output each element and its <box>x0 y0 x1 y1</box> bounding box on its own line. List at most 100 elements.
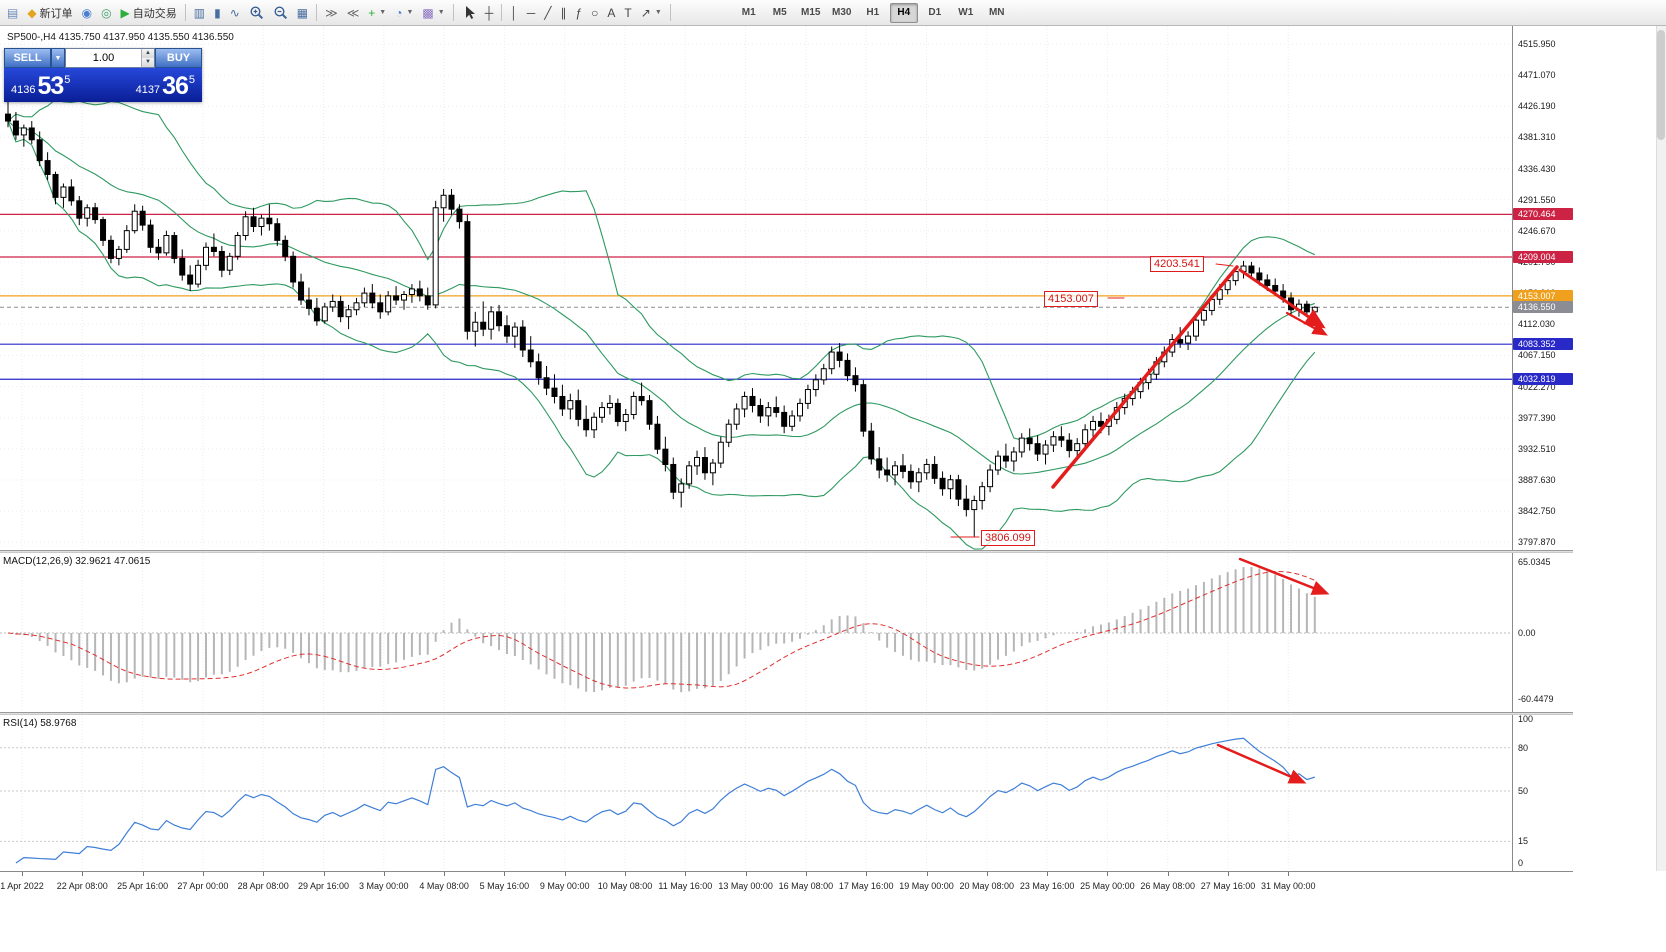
text-tool-icon[interactable]: A <box>607 5 616 20</box>
buy-price-main: 4137 <box>135 84 161 96</box>
time-label: 25 May 00:00 <box>1080 881 1135 891</box>
buy-price[interactable]: 4137 36 5 <box>136 74 195 99</box>
auto-scroll-icon[interactable]: ≫ <box>325 5 338 20</box>
timeframe-h4[interactable]: H4 <box>889 2 918 23</box>
bars-chart-icon[interactable]: ▥ <box>193 5 206 20</box>
tile-windows-icon[interactable]: ▦ <box>296 5 309 20</box>
price-tick: 4336.430 <box>1518 163 1556 174</box>
toolbar-separator <box>501 4 503 21</box>
horizontal-line-tool-icon[interactable]: ─ <box>526 5 536 20</box>
time-axis[interactable]: 1 Apr 2022 22 Apr 08:00 25 Apr 16:00 27 Apr… <box>0 871 1573 897</box>
panel-splitter[interactable] <box>0 550 1573 553</box>
annotation-price-label[interactable]: 3806.099 <box>981 530 1035 546</box>
vertical-scrollbar-thumb[interactable] <box>1657 30 1665 140</box>
price-chart-canvas[interactable] <box>0 26 1512 550</box>
indicators-add-button[interactable]: + ▼ <box>368 5 387 20</box>
macd-axis-label: 65.0345 <box>1518 557 1551 567</box>
time-label: 29 Apr 16:00 <box>297 881 350 891</box>
time-label: 16 May 08:00 <box>778 881 834 891</box>
fibonacci-tool-icon[interactable]: ƒ <box>575 5 583 20</box>
price-tick: 3977.390 <box>1518 412 1556 423</box>
periods-button[interactable]: ◔ ▼ <box>395 5 414 20</box>
rsi-panel: RSI(14) 58.9768 <box>0 715 1512 871</box>
time-label: 27 May 16:00 <box>1200 881 1256 891</box>
time-label: 4 May 08:00 <box>419 881 469 891</box>
time-label: 26 May 08:00 <box>1140 881 1195 891</box>
time-label: 31 May 00:00 <box>1261 881 1316 891</box>
one-click-trading-widget: SELL ▼ 1.00 ▲ ▼ BUY 4136 53 5 <box>4 48 202 102</box>
right-gutter <box>1574 26 1666 897</box>
price-tick: 4426.190 <box>1518 101 1556 112</box>
rsi-axis-label: 0 <box>1518 858 1524 868</box>
rsi-axis-label: 100 <box>1518 714 1534 724</box>
volume-down-button[interactable]: ▼ <box>142 58 154 67</box>
macd-canvas[interactable] <box>0 553 1512 712</box>
crosshair-tool-icon[interactable]: ┼ <box>484 5 494 20</box>
timeframe-mn[interactable]: MN <box>988 7 1005 18</box>
charts-profile-icon[interactable]: ▤ <box>7 5 19 20</box>
new-order-button[interactable]: ◆ 新订单 <box>27 5 73 20</box>
rsi-canvas[interactable] <box>0 715 1512 871</box>
time-label: 19 May 00:00 <box>899 881 954 891</box>
volume-field[interactable]: 1.00 ▲ ▼ <box>65 48 155 68</box>
sell-price[interactable]: 4136 53 5 <box>11 74 70 99</box>
volume-up-button[interactable]: ▲ <box>142 49 154 58</box>
templates-button[interactable]: ▩ ▼ <box>422 5 445 20</box>
vertical-scrollbar[interactable] <box>1656 26 1666 871</box>
time-label: 22 Apr 08:00 <box>56 881 108 891</box>
volume-value[interactable]: 1.00 <box>92 52 115 64</box>
price-tick: 4022.270 <box>1518 381 1556 392</box>
label-tool-icon[interactable]: T <box>624 5 632 20</box>
time-label: 3 May 00:00 <box>359 881 409 891</box>
timeframe-m1[interactable]: M1 <box>741 7 756 18</box>
zoom-out-icon[interactable] <box>269 3 292 23</box>
time-label: 20 May 08:00 <box>959 881 1015 891</box>
price-axis[interactable]: 4515.950 4471.070 4426.190 4381.310 4336.430… <box>1512 26 1573 871</box>
annotation-price-label[interactable]: 4203.541 <box>1150 256 1204 272</box>
timeframe-d1[interactable]: D1 <box>928 7 942 18</box>
price-tick: 3842.750 <box>1518 506 1556 517</box>
zoom-in-icon[interactable] <box>245 3 268 23</box>
vertical-line-tool-icon[interactable]: │ <box>510 5 518 20</box>
chart-shift-icon[interactable]: ≪ <box>346 5 360 20</box>
price-tick: 4471.070 <box>1518 70 1556 81</box>
cursor-tool-icon[interactable] <box>458 3 480 23</box>
sell-price-sup: 5 <box>64 74 71 86</box>
price-display: 4136 53 5 4137 36 5 <box>4 68 202 102</box>
price-level-badge: 4032.819 <box>1513 373 1573 386</box>
timeframe-m5[interactable]: M5 <box>772 7 787 18</box>
channel-tool-icon[interactable]: ∥ <box>560 5 567 20</box>
sell-dropdown-caret[interactable]: ▼ <box>51 48 65 68</box>
symbol-info: SP500-,H4 4135.750 4137.950 4135.550 413… <box>7 32 234 43</box>
timeframe-w1[interactable]: W1 <box>958 7 974 18</box>
sell-button[interactable]: SELL <box>4 48 51 68</box>
toolbar-separator <box>452 4 454 21</box>
arrows-tool-icon[interactable]: ↗ ▼ <box>640 5 662 20</box>
shapes-tool-icon[interactable]: ○ <box>591 5 599 20</box>
annotation-price-label[interactable]: 4153.007 <box>1044 291 1098 307</box>
timeframe-h1[interactable]: H1 <box>866 7 880 18</box>
line-chart-icon[interactable]: ∿ <box>229 5 240 20</box>
time-label: 10 May 08:00 <box>597 881 653 891</box>
buy-button[interactable]: BUY <box>155 48 202 68</box>
time-label: 5 May 16:00 <box>479 881 530 891</box>
toolbar-separator <box>316 4 318 21</box>
toolbar-separator <box>184 4 186 21</box>
buy-price-big: 36 <box>162 72 189 100</box>
time-label: 13 May 00:00 <box>718 881 773 891</box>
macd-label: MACD(12,26,9) 32.9621 47.0615 <box>3 556 151 567</box>
timeframe-m15[interactable]: M15 <box>801 7 821 18</box>
autotrade-button[interactable]: ▶ 自动交易 <box>120 5 177 20</box>
price-tick: 4381.310 <box>1518 132 1556 143</box>
time-label: 28 Apr 08:00 <box>237 881 289 891</box>
data-window-icon[interactable]: ◎ <box>101 5 112 20</box>
time-label: 17 May 16:00 <box>838 881 894 891</box>
timeframe-m30[interactable]: M30 <box>832 7 852 18</box>
time-label: 25 Apr 16:00 <box>117 881 169 891</box>
panel-splitter[interactable] <box>0 712 1573 715</box>
price-level-badge: 4136.550 <box>1513 301 1573 314</box>
trendline-tool-icon[interactable]: ╱ <box>544 5 552 20</box>
candles-chart-icon[interactable]: ▮ <box>214 5 221 20</box>
rsi-label: RSI(14) 58.9768 <box>3 718 77 729</box>
market-watch-icon[interactable]: ◉ <box>81 5 93 20</box>
